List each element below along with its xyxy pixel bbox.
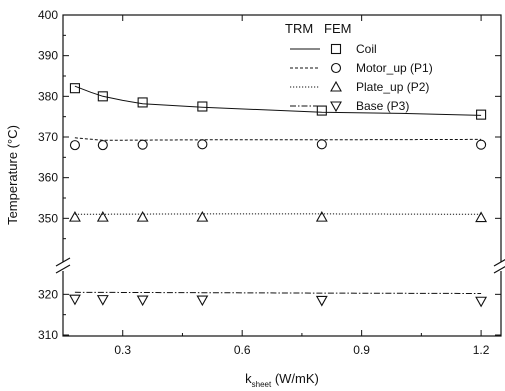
axis-break-mark-left: [55, 257, 71, 274]
series-layer: [69, 83, 488, 308]
legend-marker: [330, 101, 342, 113]
fem-point: [196, 210, 209, 222]
fem-point: [136, 295, 149, 307]
legend-entry: Coil: [290, 42, 377, 56]
series-base-p3-: [69, 291, 488, 308]
y-tick-label: 310: [38, 328, 58, 342]
fem-point: [315, 295, 328, 307]
axis-break-gap-left: [55, 262, 71, 271]
y-tick-label: 390: [38, 49, 58, 63]
x-axis-title-subscript: sheet: [252, 380, 272, 389]
x-axis-title-main: k: [245, 371, 252, 386]
x-axis-title-unit: (W/mK): [271, 371, 319, 386]
axis-break-mark-right: [493, 259, 505, 274]
fem-point: [475, 211, 488, 223]
y-axis-title: Temperature (°C): [5, 125, 20, 225]
fem-point: [196, 295, 209, 307]
axis-break-gap-right: [493, 262, 505, 271]
legend-label: Plate_up (P2): [356, 80, 429, 94]
series-motor-up-p1-: [69, 137, 487, 151]
trm-line: [74, 137, 482, 141]
fem-point: [69, 83, 80, 94]
fem-point: [137, 97, 148, 108]
fem-point: [316, 139, 327, 150]
fem-point: [137, 139, 148, 150]
y-tick-label: 320: [38, 287, 58, 301]
legend-entry: Base (P3): [290, 99, 409, 113]
legend-entries: Coil Motor_up (P1) Plate_up (P2) Base (P3): [290, 42, 433, 113]
fem-point: [476, 139, 487, 150]
legend-header-fem: FEM: [324, 21, 351, 36]
legend-marker: [330, 62, 342, 74]
y-tick-label: 400: [38, 8, 58, 22]
legend-entry: Plate_up (P2): [290, 80, 429, 94]
y-tick-label: 350: [38, 211, 58, 225]
series-plate-up-p2-: [69, 210, 488, 223]
trm-line: [74, 85, 482, 116]
fem-point: [197, 139, 208, 150]
fem-point: [96, 210, 109, 222]
fem-point: [97, 140, 108, 151]
legend-label: Motor_up (P1): [356, 61, 433, 75]
fem-point: [136, 210, 149, 222]
fem-point: [197, 101, 208, 112]
fem-point: [476, 109, 487, 120]
legend-marker: [330, 80, 342, 92]
fem-point: [475, 296, 488, 308]
legend-entry: Motor_up (P1): [290, 61, 433, 75]
legend: TRM FEM Coil Motor_up (P1) Plate_up (P2) Ba…: [285, 21, 433, 113]
x-tick-label: 0.6: [234, 343, 251, 357]
legend-label: Coil: [356, 42, 377, 56]
fem-point: [315, 210, 328, 222]
fem-point: [96, 295, 109, 306]
y-tick-label: 380: [38, 89, 58, 103]
x-axis-title: ksheet (W/mK): [245, 371, 319, 389]
trm-line: [74, 291, 482, 294]
fem-point: [69, 210, 81, 222]
y-tick-label: 370: [38, 130, 58, 144]
x-tick-label: 0.3: [114, 343, 131, 357]
series-coil: [69, 83, 487, 120]
legend-marker: [330, 43, 342, 55]
fem-point: [316, 105, 327, 116]
fem-point: [69, 294, 81, 306]
x-tick-label: 0.9: [353, 343, 370, 357]
axis-break-marks: [55, 257, 505, 274]
y-axis-ticks: 310 320 350 360 370 380 390 400: [38, 8, 501, 342]
x-axis-ticks: 0.3 0.6 0.9 1.2: [114, 15, 490, 357]
plot-frame: [62, 14, 502, 337]
legend-header-trm: TRM: [285, 21, 313, 36]
legend-label: Base (P3): [356, 99, 409, 113]
y-tick-label: 360: [38, 171, 58, 185]
fem-point: [69, 140, 80, 151]
fem-point: [97, 91, 108, 102]
x-tick-label: 1.2: [473, 343, 490, 357]
